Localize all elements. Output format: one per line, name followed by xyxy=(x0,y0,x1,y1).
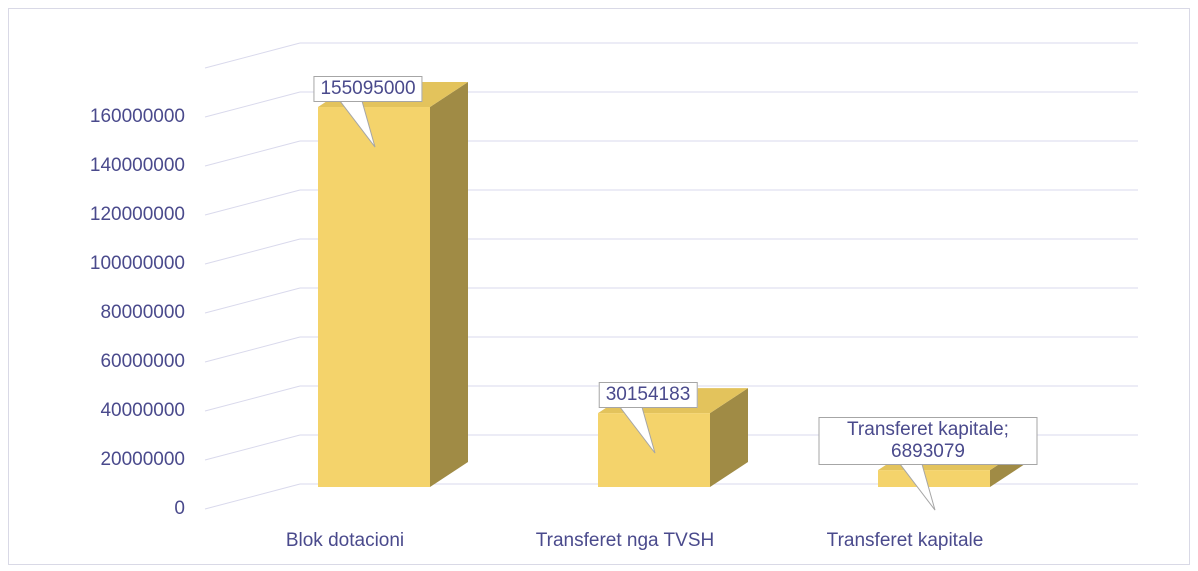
data-label: 155095000 xyxy=(313,76,423,103)
grid-diagonal-top xyxy=(204,42,301,69)
y-tick-label: 100000000 xyxy=(90,253,185,274)
bar xyxy=(318,107,430,488)
y-tick-label: 140000000 xyxy=(90,155,185,176)
grid-diagonal xyxy=(204,483,301,510)
grid-diagonal xyxy=(204,140,301,167)
x-tick-label: Transferet kapitale xyxy=(827,530,984,551)
y-tick-label: 60000000 xyxy=(100,351,185,372)
chart-frame xyxy=(8,8,1190,565)
grid-diagonal xyxy=(204,434,301,461)
data-label: 30154183 xyxy=(598,382,698,409)
y-tick-label: 80000000 xyxy=(100,302,185,323)
y-tick-label: 120000000 xyxy=(90,204,185,225)
y-tick-label: 0 xyxy=(174,498,185,519)
y-tick-label: 40000000 xyxy=(100,400,185,421)
bar xyxy=(878,470,990,487)
y-tick-label: 20000000 xyxy=(100,449,185,470)
grid-diagonal xyxy=(204,287,301,314)
bar-side xyxy=(710,388,748,487)
grid-diagonal xyxy=(204,336,301,363)
grid-diagonal xyxy=(204,238,301,265)
grid-diagonal xyxy=(204,189,301,216)
x-tick-label: Blok dotacioni xyxy=(286,530,404,551)
y-tick-label: 160000000 xyxy=(90,106,185,127)
data-label: Transferet kapitale; 6893079 xyxy=(818,417,1038,466)
grid-diagonal xyxy=(204,91,301,118)
grid-diagonal xyxy=(204,385,301,412)
x-tick-label: Transferet nga TVSH xyxy=(536,530,714,551)
bar-side xyxy=(430,82,468,488)
